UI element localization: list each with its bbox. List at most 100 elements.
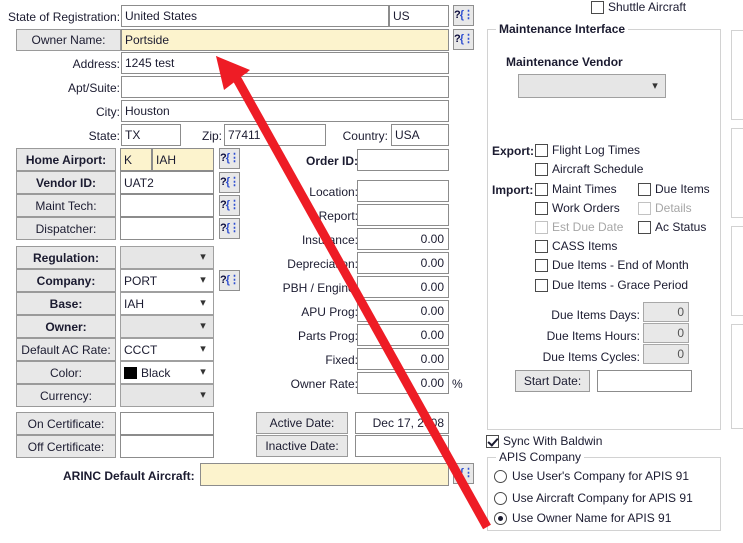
dispatcher-input[interactable]: [120, 217, 214, 240]
default-ac-rate-value: CCCT: [124, 342, 158, 357]
shuttle-aircraft-checkbox[interactable]: Shuttle Aircraft: [591, 0, 686, 14]
checkbox-box: [486, 434, 499, 448]
order-id-input[interactable]: [357, 149, 449, 171]
export-label: Export:: [492, 144, 534, 158]
due-items-hours-input[interactable]: 0: [643, 323, 689, 343]
export-flight-log-times-checkbox[interactable]: Flight Log Times: [535, 143, 640, 157]
regulation-label-button[interactable]: Regulation:: [16, 246, 116, 269]
maint-tech-input[interactable]: [120, 194, 214, 217]
owner-label-button[interactable]: Owner:: [16, 315, 116, 338]
color-label-button[interactable]: Color:: [16, 361, 116, 384]
default-ac-rate-select[interactable]: CCCT ▾: [120, 338, 214, 361]
owner-name-input[interactable]: Portside: [121, 29, 449, 51]
company-label-button[interactable]: Company:: [16, 269, 116, 292]
offscreen-group-1: [731, 30, 743, 120]
address-input[interactable]: 1245 test: [121, 52, 449, 74]
owner-rate-label: Owner Rate:: [290, 377, 358, 391]
checkbox-box: [535, 143, 548, 157]
active-date-input[interactable]: Dec 17, 2008: [355, 412, 449, 434]
owner-name-lookup-button[interactable]: ? {⋮: [453, 29, 474, 50]
import-due-items-grace-period-checkbox[interactable]: Due Items - Grace Period: [535, 278, 688, 292]
zip-input[interactable]: 77411: [224, 124, 326, 146]
owner-rate-input[interactable]: 0.00: [357, 372, 449, 394]
state-of-registration-input[interactable]: United States: [121, 5, 389, 27]
country-input[interactable]: USA: [391, 124, 449, 146]
base-select[interactable]: IAH ▾: [120, 292, 214, 315]
color-swatch: [124, 366, 137, 379]
zip-label: Zip:: [201, 129, 222, 143]
chevron-down-icon: ▾: [200, 251, 206, 263]
checkbox-box: [535, 278, 548, 292]
company-select[interactable]: PORT ▾: [120, 269, 214, 292]
maintenance-interface-caption: Maintenance Interface: [496, 22, 629, 36]
location-input[interactable]: [357, 180, 449, 202]
apis-use-users-company-radio[interactable]: Use User's Company for APIS 91: [494, 469, 689, 483]
maint-tech-lookup-button[interactable]: ? {⋮: [219, 195, 240, 216]
home-airport-label-button[interactable]: Home Airport:: [16, 148, 116, 171]
parts-prog-input[interactable]: 0.00: [357, 324, 449, 346]
due-items-days-input[interactable]: 0: [643, 302, 689, 322]
import-maint-times-checkbox[interactable]: Maint Times: [535, 182, 617, 196]
regulation-select[interactable]: ▾: [120, 246, 214, 269]
import-ac-status-checkbox[interactable]: Ac Status: [638, 220, 706, 234]
maintenance-vendor-select[interactable]: ▾: [518, 74, 666, 98]
vendor-id-label-button[interactable]: Vendor ID:: [16, 171, 116, 194]
on-certificate-label-button[interactable]: On Certificate:: [16, 412, 116, 435]
home-airport-input[interactable]: IAH: [152, 148, 214, 171]
depreciation-input[interactable]: 0.00: [357, 252, 449, 274]
import-due-items-grace-period-label: Due Items - Grace Period: [552, 278, 689, 292]
home-airport-prefix-input[interactable]: K: [120, 148, 152, 171]
off-certificate-label-button[interactable]: Off Certificate:: [16, 435, 116, 458]
checkbox-box: [638, 182, 651, 196]
vendor-id-lookup-button[interactable]: ? {⋮: [219, 172, 240, 193]
maint-tech-label-button[interactable]: Maint Tech:: [16, 194, 116, 217]
dispatcher-lookup-button[interactable]: ? {⋮: [219, 218, 240, 239]
apis-use-aircraft-company-radio[interactable]: Use Aircraft Company for APIS 91: [494, 491, 693, 505]
import-due-items-checkbox[interactable]: Due Items: [638, 182, 710, 196]
country-code-input[interactable]: US: [389, 5, 449, 27]
import-work-orders-checkbox[interactable]: Work Orders: [535, 201, 620, 215]
currency-select[interactable]: ▾: [120, 384, 214, 407]
active-date-label-button[interactable]: Active Date:: [256, 412, 348, 434]
pbh-engine-input[interactable]: 0.00: [357, 276, 449, 298]
home-airport-lookup-button[interactable]: ? {⋮: [219, 148, 240, 169]
sync-with-baldwin-checkbox[interactable]: Sync With Baldwin: [486, 434, 602, 448]
state-of-registration-lookup-button[interactable]: ? {⋮: [453, 5, 474, 26]
apu-prog-input[interactable]: 0.00: [357, 300, 449, 322]
state-input[interactable]: TX: [121, 124, 181, 146]
start-date-input[interactable]: [597, 370, 692, 392]
apis-use-owner-name-radio[interactable]: Use Owner Name for APIS 91: [494, 511, 671, 525]
color-select[interactable]: Black ▾: [120, 361, 214, 384]
arinc-default-aircraft-input[interactable]: [200, 463, 449, 486]
off-certificate-input[interactable]: [120, 435, 214, 458]
currency-label-button[interactable]: Currency:: [16, 384, 116, 407]
insurance-input[interactable]: 0.00: [357, 228, 449, 250]
dispatcher-label-button[interactable]: Dispatcher:: [16, 217, 116, 240]
apt-suite-input[interactable]: [121, 76, 449, 98]
depreciation-label: Depreciation:: [287, 257, 358, 271]
owner-select[interactable]: ▾: [120, 315, 214, 338]
import-label: Import:: [492, 183, 534, 197]
on-certificate-input[interactable]: [120, 412, 214, 435]
inactive-date-input[interactable]: [355, 435, 449, 457]
chevron-down-icon: ▾: [200, 389, 206, 401]
city-input[interactable]: Houston: [121, 100, 449, 122]
start-date-button[interactable]: Start Date:: [515, 370, 590, 392]
report-input[interactable]: [357, 204, 449, 226]
export-aircraft-schedule-checkbox[interactable]: Aircraft Schedule: [535, 162, 643, 176]
fixed-input[interactable]: 0.00: [357, 348, 449, 370]
import-ac-status-label: Ac Status: [655, 220, 707, 234]
chevron-down-icon: ▾: [200, 297, 206, 309]
chevron-down-icon: ▾: [200, 320, 206, 332]
vendor-id-input[interactable]: UAT2: [120, 171, 214, 194]
owner-name-label-button[interactable]: Owner Name:: [16, 29, 121, 51]
inactive-date-label-button[interactable]: Inactive Date:: [256, 435, 348, 457]
due-items-days-label: Due Items Days:: [551, 308, 640, 322]
import-cass-items-checkbox[interactable]: CASS Items: [535, 239, 617, 253]
import-due-items-end-of-month-checkbox[interactable]: Due Items - End of Month: [535, 258, 689, 272]
due-items-cycles-input[interactable]: 0: [643, 344, 689, 364]
arinc-default-aircraft-lookup-button[interactable]: ? {⋮: [453, 463, 474, 484]
base-label-button[interactable]: Base:: [16, 292, 116, 315]
company-lookup-button[interactable]: ? {⋮: [219, 270, 240, 291]
default-ac-rate-label-button[interactable]: Default AC Rate:: [16, 338, 116, 361]
